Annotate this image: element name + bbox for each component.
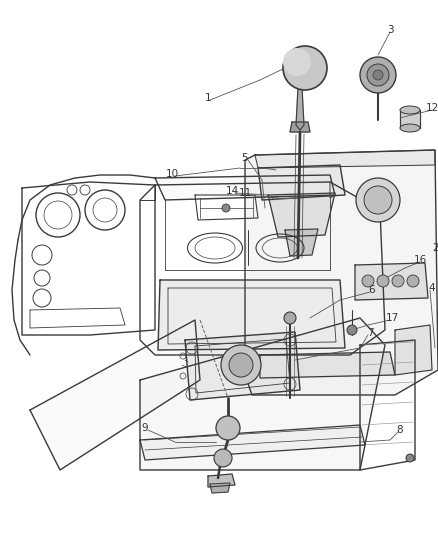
Text: 14: 14 [226,186,239,196]
Text: 12: 12 [425,103,438,113]
Text: 5: 5 [241,153,247,163]
Ellipse shape [400,106,420,114]
Text: 4: 4 [429,283,435,293]
Polygon shape [355,263,428,300]
Polygon shape [296,88,304,130]
Polygon shape [285,229,318,256]
Circle shape [362,275,374,287]
Circle shape [360,57,396,93]
Circle shape [283,46,327,90]
Circle shape [367,64,389,86]
Circle shape [221,345,261,385]
Text: 1: 1 [205,93,211,103]
Text: 3: 3 [387,25,393,35]
Circle shape [377,275,389,287]
Circle shape [407,275,419,287]
Polygon shape [258,165,345,200]
Circle shape [216,416,240,440]
Text: 10: 10 [166,169,179,179]
Polygon shape [268,193,335,237]
Text: 8: 8 [397,425,403,435]
Circle shape [406,454,414,462]
Circle shape [373,70,383,80]
Circle shape [214,449,232,467]
Polygon shape [30,320,200,470]
Circle shape [284,312,296,324]
Polygon shape [208,474,235,487]
Polygon shape [260,352,395,378]
Polygon shape [255,150,435,168]
Polygon shape [140,318,385,470]
Circle shape [356,178,400,222]
Text: 7: 7 [367,328,373,338]
Polygon shape [245,150,438,395]
Circle shape [347,325,357,335]
Circle shape [222,204,230,212]
Polygon shape [140,425,365,460]
Polygon shape [210,483,230,493]
Text: 2: 2 [433,243,438,253]
Text: 11: 11 [238,188,251,198]
Circle shape [283,48,311,76]
Text: 9: 9 [141,423,148,433]
Text: 6: 6 [369,285,375,295]
Ellipse shape [400,124,420,132]
Polygon shape [400,110,420,128]
Polygon shape [395,325,432,375]
Polygon shape [185,332,300,400]
Text: 16: 16 [413,255,427,265]
Circle shape [364,186,392,214]
Circle shape [392,275,404,287]
Polygon shape [155,175,335,200]
Text: 17: 17 [385,313,399,323]
Polygon shape [290,122,310,132]
Circle shape [229,353,253,377]
Polygon shape [158,280,345,350]
